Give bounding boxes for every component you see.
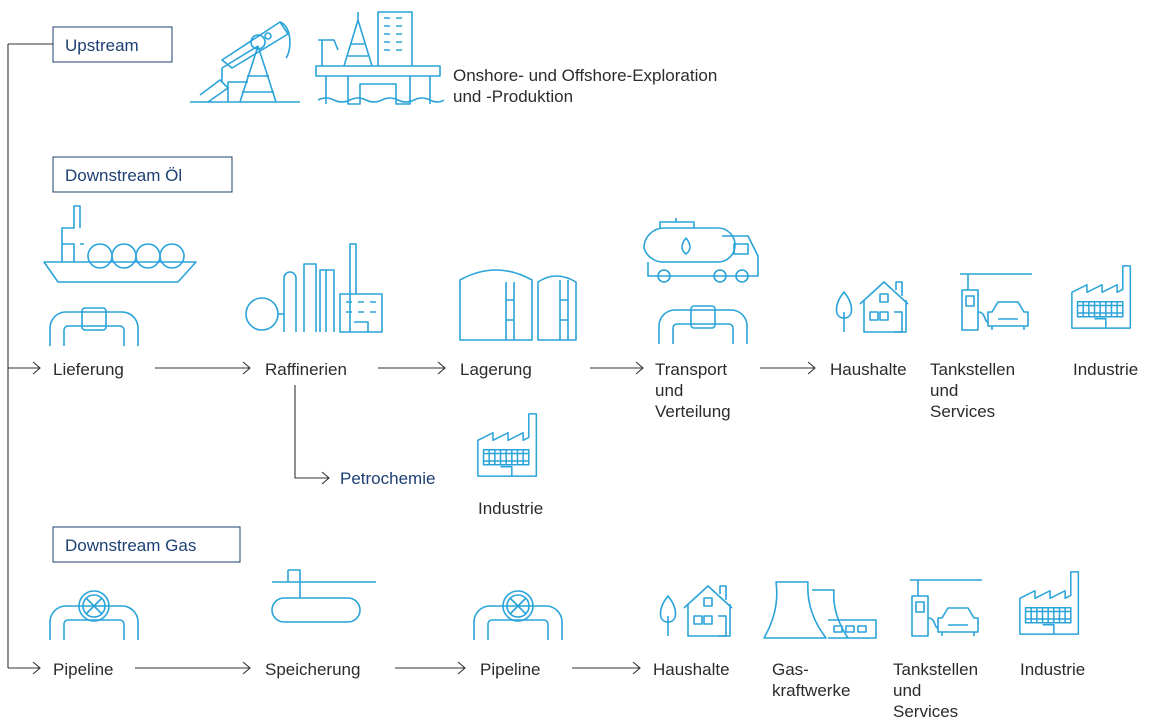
arrow [155, 361, 251, 375]
gas-storage-icon [271, 569, 376, 623]
powerplant-icon [763, 581, 877, 639]
trunk-line [7, 43, 53, 668]
step-label: und [655, 381, 683, 400]
station-icon [959, 273, 1033, 331]
box-frame [52, 26, 173, 63]
arrow [395, 661, 466, 675]
section-label: Downstream Öl [65, 166, 182, 185]
offshore-icon [315, 11, 445, 105]
section-label: Downstream Gas [65, 536, 196, 555]
step-label: Services [893, 702, 958, 719]
factory-icon [1019, 571, 1080, 635]
factory-icon [477, 413, 538, 477]
step-label: Tankstellen [930, 360, 1015, 379]
arrow [8, 361, 41, 375]
refinery-icon [245, 243, 383, 333]
step-label: Haushalte [653, 660, 730, 679]
house-icon [835, 281, 909, 333]
valve-icon [473, 590, 563, 641]
step-label: und [893, 681, 921, 700]
section-box: Upstream [52, 26, 173, 63]
section-label: Upstream [65, 36, 139, 55]
step-labels: Lieferung Raffinerien Lagerung Transport und… [53, 360, 1138, 719]
pumpjack-icon [190, 21, 300, 103]
arrow [8, 661, 41, 675]
arrow [572, 661, 641, 675]
step-label: Pipeline [480, 660, 541, 679]
box-frame [52, 156, 233, 193]
step-label: Tankstellen [893, 660, 978, 679]
arrow [760, 361, 816, 375]
step-label: kraftwerke [772, 681, 850, 700]
arrow [135, 661, 251, 675]
factory-icon [1071, 265, 1132, 329]
step-label: Raffinerien [265, 360, 347, 379]
step-label: Lagerung [460, 360, 532, 379]
step-label: Lieferung [53, 360, 124, 379]
branch-target: Industrie [478, 499, 543, 518]
step-label: Verteilung [655, 402, 731, 421]
valve-icon [49, 307, 139, 347]
box-frame [52, 526, 241, 563]
valve-icon [49, 590, 139, 641]
section-box: Downstream Öl [52, 156, 233, 193]
step-label: Speicherung [265, 660, 360, 679]
storage-icon [459, 269, 577, 341]
step-label: Industrie [1073, 360, 1138, 379]
step-label: Transport [655, 360, 727, 379]
step-label: und [930, 381, 958, 400]
house-icon [659, 585, 733, 637]
arrow [590, 361, 644, 375]
tanker-icon [43, 205, 197, 283]
arrow [378, 361, 446, 375]
step-label: Gas- [772, 660, 809, 679]
station-icon [909, 579, 983, 637]
step-label: Services [930, 402, 995, 421]
branch-arrow [321, 471, 330, 485]
step-label: Pipeline [53, 660, 114, 679]
section-box: Downstream Gas [52, 526, 241, 563]
step-label: Haushalte [830, 360, 907, 379]
step-label: Industrie [1020, 660, 1085, 679]
description: und -Produktion [453, 87, 573, 106]
valve-icon [658, 305, 748, 345]
truck-icon [643, 218, 759, 283]
branch-label: Petrochemie [340, 469, 435, 488]
arrows [8, 361, 816, 675]
branch-line [294, 385, 328, 479]
description: Onshore- und Offshore-Exploration [453, 66, 717, 85]
